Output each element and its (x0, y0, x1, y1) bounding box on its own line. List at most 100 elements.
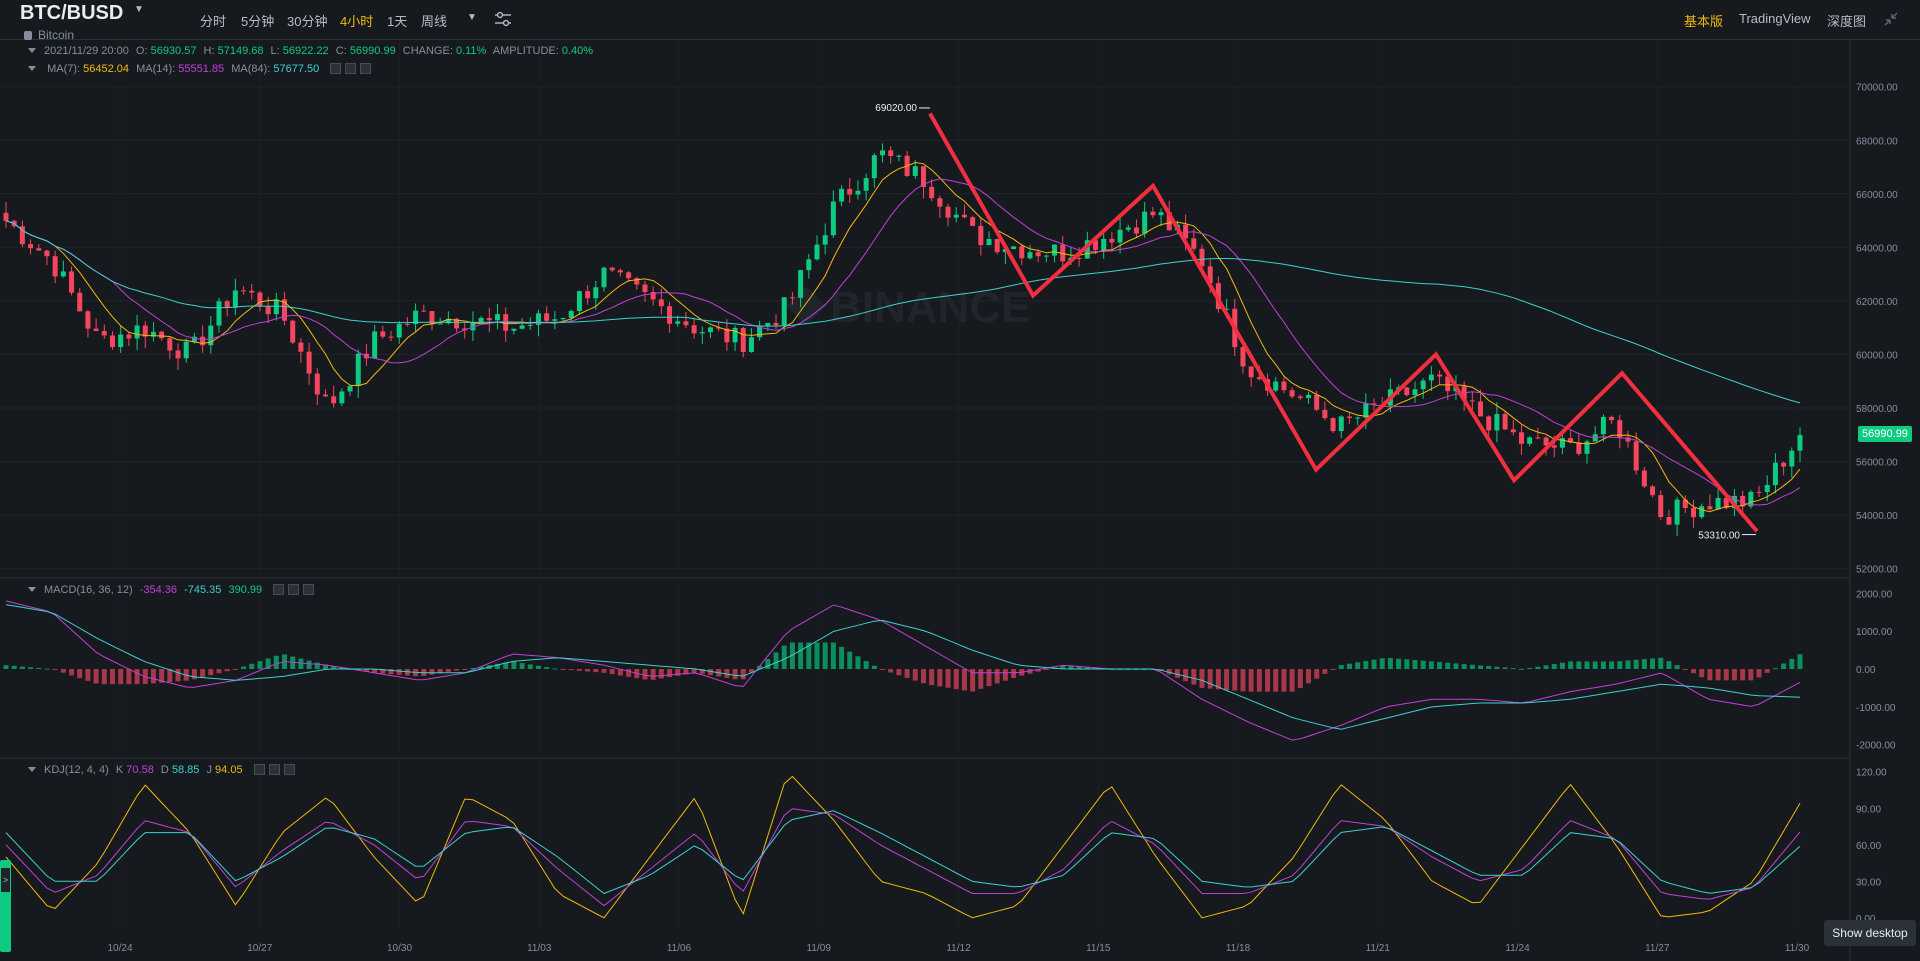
time-axis-label: 11/30 (1785, 943, 1810, 954)
macd-bar (912, 669, 918, 681)
eye-icon[interactable] (253, 764, 265, 775)
macd-bar (298, 658, 304, 669)
more-timeframes-icon[interactable]: ▼ (467, 12, 477, 23)
tab-timeframe-5m[interactable]: 5分钟 (241, 14, 275, 29)
candle-body (413, 310, 419, 324)
candle-body (1518, 432, 1524, 444)
macd-bar (11, 665, 17, 669)
candle-body (1158, 212, 1164, 216)
candle-body (781, 297, 787, 326)
candle-body (1224, 308, 1230, 310)
candle-body (339, 391, 345, 404)
tab-timeframe-1w[interactable]: 周线 (421, 14, 448, 29)
legend-toggle-icon[interactable] (28, 66, 36, 71)
candle-body (1305, 394, 1311, 399)
chevron-right-icon[interactable]: > (1, 868, 10, 892)
macd-bar (806, 642, 812, 669)
candle-body (576, 291, 582, 311)
candle-body (1412, 389, 1418, 395)
candle-body (1183, 224, 1189, 239)
tab-timeframe-1d[interactable]: 1天 (387, 14, 408, 29)
show-desktop-button[interactable]: Show desktop (1824, 920, 1916, 946)
candle-body (748, 337, 754, 352)
macd-bar (249, 663, 255, 669)
gear-icon[interactable] (288, 584, 300, 595)
macd-bar (658, 669, 664, 679)
legend-toggle-icon[interactable] (28, 767, 36, 772)
tab-basic-view[interactable]: 基本版 (1684, 14, 1724, 29)
caret-down-icon[interactable]: ▼ (134, 4, 144, 15)
sliders-icon[interactable] (494, 10, 512, 28)
legend-toggle-icon[interactable] (28, 48, 36, 53)
side-panel-handle[interactable] (0, 860, 11, 952)
tab-depth-chart[interactable]: 深度图 (1827, 14, 1867, 29)
candle-body (1404, 387, 1410, 395)
macd-bar (380, 669, 386, 674)
candle-body (134, 325, 140, 339)
candle-body (1789, 450, 1795, 467)
tab-tradingview[interactable]: TradingView (1739, 11, 1811, 26)
macd-bar (773, 652, 779, 669)
macd-bar (1445, 662, 1451, 669)
macd-bar (60, 669, 66, 673)
candle-body (888, 150, 894, 157)
close-icon[interactable] (360, 63, 372, 74)
macd-bar (757, 665, 763, 669)
tab-timeframe-30m[interactable]: 30分钟 (287, 14, 328, 29)
eye-icon[interactable] (273, 584, 285, 595)
macd-bar (1387, 658, 1393, 669)
candle-body (732, 328, 738, 343)
close-icon[interactable] (283, 764, 295, 775)
candle-body (322, 394, 328, 397)
top-toolbar: BTC/BUSD ▼ Bitcoin 分时 5分钟 30分钟 4小时 1天 周线… (0, 0, 1920, 42)
tab-timeframe-tick[interactable]: 分时 (200, 14, 227, 29)
candle-body (634, 278, 640, 285)
macd-bar (1609, 661, 1615, 669)
candle-body (724, 328, 730, 343)
candle-body (380, 331, 386, 337)
candle-body (93, 328, 99, 331)
macd-bar (593, 669, 599, 673)
ma-legend: MA(7): 56452.04 MA(14): 55551.85 MA(84):… (28, 63, 372, 75)
symbol-selector[interactable]: BTC/BUSD (20, 2, 124, 24)
macd-bar (462, 669, 468, 670)
candle-body (691, 325, 697, 334)
macd-bar (1035, 669, 1041, 672)
candle-body (568, 310, 574, 318)
candle-body (486, 317, 492, 321)
candle-body (1125, 227, 1131, 230)
legend-toggle-icon[interactable] (28, 587, 36, 592)
candle-body (1338, 416, 1344, 432)
candle-body (535, 313, 541, 325)
candle-body (1707, 506, 1713, 510)
candle-body (511, 328, 517, 331)
candle-body (707, 327, 713, 333)
time-axis-label: 10/24 (107, 943, 132, 954)
macd-bar (1527, 668, 1533, 670)
low-value: 56922.22 (282, 45, 329, 57)
candle-body (1510, 429, 1516, 433)
macd-bar (1764, 669, 1770, 673)
candle-body (478, 317, 484, 323)
gear-icon[interactable] (345, 63, 357, 74)
candle-body (1346, 416, 1352, 418)
gear-icon[interactable] (268, 764, 280, 775)
candle-body (1043, 255, 1049, 257)
macd-bar (961, 669, 967, 691)
macd-bar (888, 669, 894, 673)
macd-axis-label: -1000.00 (1856, 703, 1896, 714)
macd-bar (1256, 669, 1262, 692)
k-label: K (115, 764, 124, 776)
macd-bar (175, 669, 181, 682)
candle-body (1674, 499, 1680, 525)
candle-body (1781, 462, 1787, 467)
tab-timeframe-4h[interactable]: 4小时 (340, 14, 374, 29)
macd-bar (724, 669, 730, 678)
macd-bar (1330, 669, 1336, 670)
eye-icon[interactable] (330, 63, 342, 74)
candle-body (1641, 470, 1647, 487)
close-icon[interactable] (303, 584, 315, 595)
collapse-icon[interactable] (1882, 10, 1900, 28)
kdj-axis-label: 60.00 (1856, 841, 1881, 852)
